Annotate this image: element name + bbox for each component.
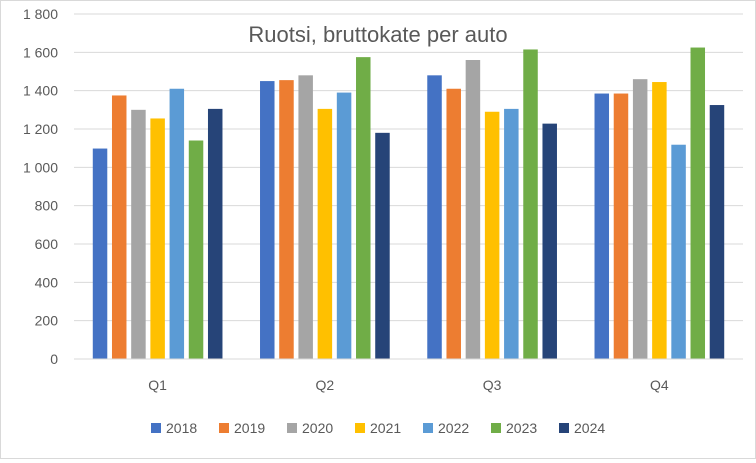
- legend-swatch-2020: [287, 423, 297, 433]
- legend-label: 2019: [234, 420, 265, 436]
- bar-2023-q1: [188, 140, 204, 359]
- bar-2024-q1: [207, 108, 223, 360]
- x-tick-label: Q4: [650, 377, 669, 393]
- y-tick-label: 200: [35, 313, 59, 329]
- y-tick-label: 1 600: [23, 44, 58, 60]
- y-tick-label: 1 400: [23, 83, 58, 99]
- bar-2018-q3: [427, 75, 442, 359]
- y-tick-label: 0: [50, 351, 58, 367]
- y-tick-label: 1 000: [23, 159, 58, 175]
- bar-2022-q3: [504, 108, 519, 360]
- y-axis-ticks: 0 200 400 600 800 1 000 1 200 1 400 1 600 1 800: [23, 6, 58, 367]
- bar-2024-q4: [709, 105, 725, 359]
- bar-2024-q2: [375, 132, 390, 359]
- x-tick-label: Q2: [316, 377, 335, 393]
- y-tick-label: 800: [35, 198, 59, 214]
- legend-swatch-2019: [219, 423, 229, 433]
- x-tick-label: Q1: [148, 377, 167, 393]
- legend-swatch-2018: [151, 423, 161, 433]
- bar-2018-q1: [92, 148, 108, 359]
- bar-2021-q1: [150, 118, 165, 360]
- legend-label: 2020: [302, 420, 333, 436]
- gridlines: [74, 13, 743, 322]
- bar-2023-q2: [356, 57, 371, 360]
- bar-2018-q4: [594, 93, 610, 359]
- bar-2022-q4: [671, 144, 686, 359]
- bar-2020-q1: [131, 109, 146, 359]
- bar-2018-q2: [260, 81, 275, 359]
- legend-swatch-2022: [423, 423, 433, 433]
- bar-2021-q3: [484, 111, 500, 359]
- y-tick-label: 600: [35, 236, 59, 252]
- bar-2019-q1: [111, 95, 127, 360]
- chart-title: Ruotsi, bruttokate per auto: [248, 22, 507, 47]
- legend-label: 2018: [166, 420, 197, 436]
- legend-swatch-2023: [491, 423, 501, 433]
- bar-2022-q2: [336, 92, 352, 359]
- bar-2023-q3: [523, 49, 538, 360]
- bar-2019-q2: [279, 80, 294, 360]
- legend-swatch-2021: [355, 423, 365, 433]
- x-tick-label: Q3: [483, 377, 502, 393]
- bar-2019-q3: [446, 88, 461, 359]
- bar-2019-q4: [613, 93, 629, 359]
- bar-2024-q3: [542, 123, 557, 359]
- y-tick-label: 1 800: [23, 6, 58, 22]
- bar-2020-q3: [465, 60, 481, 359]
- bar-2021-q4: [652, 82, 667, 359]
- bar-2023-q4: [690, 47, 706, 359]
- x-axis-ticks: Q1 Q2 Q3 Q4: [148, 377, 669, 393]
- legend-label: 2023: [506, 420, 537, 436]
- legend: 2018 2019 2020 2021 2022 2023 2024: [151, 420, 605, 436]
- bar-2022-q1: [169, 88, 185, 359]
- bar-2020-q4: [632, 79, 648, 360]
- y-tick-label: 1 200: [23, 121, 58, 137]
- legend-label: 2024: [574, 420, 605, 436]
- bar-2020-q2: [298, 75, 313, 359]
- legend-label: 2022: [438, 420, 469, 436]
- legend-label: 2021: [370, 420, 401, 436]
- bar-2021-q2: [317, 108, 333, 360]
- y-tick-label: 400: [35, 274, 59, 290]
- legend-swatch-2024: [559, 423, 569, 433]
- bars: [92, 47, 725, 360]
